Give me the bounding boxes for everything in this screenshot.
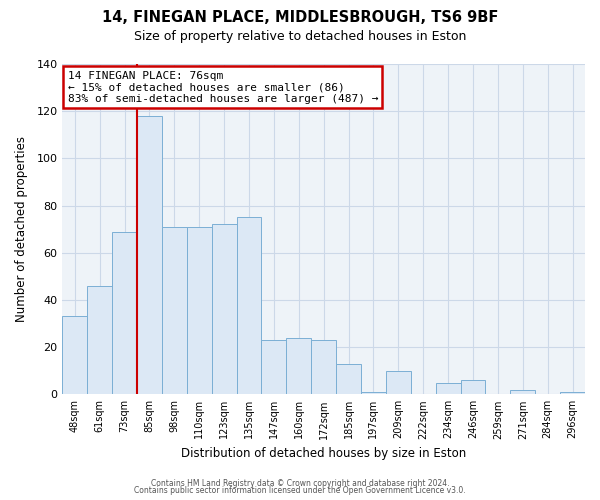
Bar: [87, 286, 112, 395]
Bar: [236, 218, 262, 394]
Bar: [62, 316, 87, 394]
Bar: [336, 364, 361, 394]
Bar: [361, 392, 386, 394]
Bar: [262, 340, 286, 394]
Text: Size of property relative to detached houses in Eston: Size of property relative to detached ho…: [134, 30, 466, 43]
Bar: [112, 232, 137, 394]
Bar: [461, 380, 485, 394]
Y-axis label: Number of detached properties: Number of detached properties: [15, 136, 28, 322]
Text: Contains HM Land Registry data © Crown copyright and database right 2024.: Contains HM Land Registry data © Crown c…: [151, 478, 449, 488]
Text: 14, FINEGAN PLACE, MIDDLESBROUGH, TS6 9BF: 14, FINEGAN PLACE, MIDDLESBROUGH, TS6 9B…: [102, 10, 498, 25]
Bar: [286, 338, 311, 394]
Bar: [187, 227, 212, 394]
Text: 14 FINEGAN PLACE: 76sqm
← 15% of detached houses are smaller (86)
83% of semi-de: 14 FINEGAN PLACE: 76sqm ← 15% of detache…: [68, 70, 378, 104]
Bar: [212, 224, 236, 394]
Bar: [311, 340, 336, 394]
Bar: [560, 392, 585, 394]
X-axis label: Distribution of detached houses by size in Eston: Distribution of detached houses by size …: [181, 447, 466, 460]
Bar: [162, 227, 187, 394]
Bar: [436, 382, 461, 394]
Bar: [511, 390, 535, 394]
Bar: [137, 116, 162, 394]
Bar: [386, 370, 411, 394]
Text: Contains public sector information licensed under the Open Government Licence v3: Contains public sector information licen…: [134, 486, 466, 495]
